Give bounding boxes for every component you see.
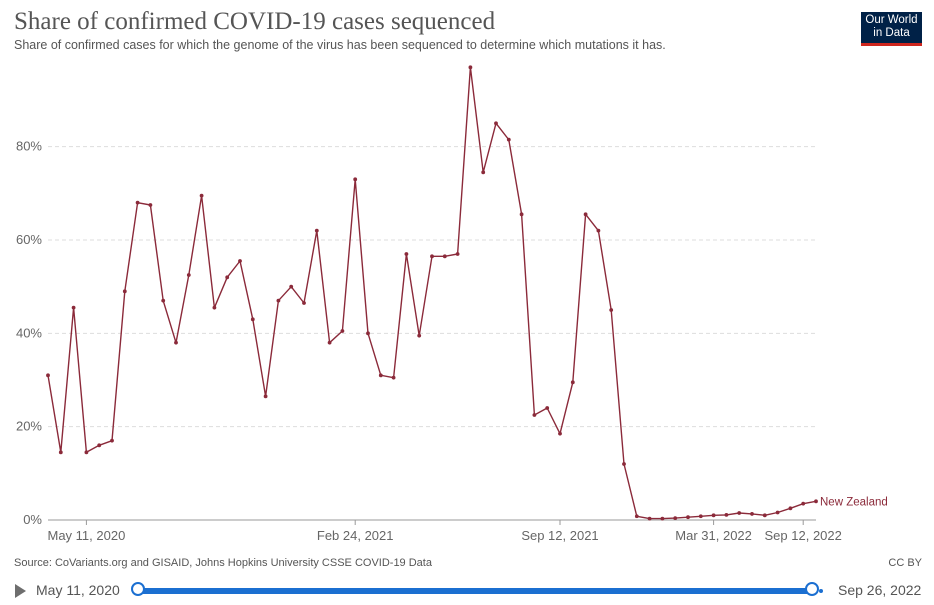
timeline-track-end [819, 589, 823, 593]
data-point [327, 340, 332, 345]
data-point [417, 333, 422, 338]
data-point [596, 228, 601, 233]
data-point [110, 438, 114, 443]
data-point [788, 506, 793, 511]
data-point [263, 394, 268, 399]
data-point [647, 516, 652, 521]
data-point [289, 284, 294, 289]
play-icon[interactable] [15, 584, 26, 598]
data-point [391, 375, 396, 380]
data-point [686, 515, 690, 520]
x-tick-label: May 11, 2020 [47, 528, 125, 543]
data-point [519, 212, 524, 217]
data-point [622, 462, 626, 466]
x-tick-label: Sep 12, 2021 [521, 528, 598, 543]
timeline-track[interactable] [138, 588, 814, 594]
series-line-new-zealand [47, 66, 817, 520]
data-point [238, 259, 242, 263]
data-point [430, 254, 434, 259]
data-point [814, 499, 818, 504]
data-point [225, 275, 230, 280]
series-label: New Zealand [820, 496, 888, 508]
data-point [148, 203, 153, 207]
y-tick-label: 60% [16, 232, 42, 247]
x-tick-label: Sep 12, 2022 [765, 528, 842, 543]
data-point [174, 340, 178, 345]
data-point [775, 510, 780, 515]
timeline-end-label: Sep 26, 2022 [838, 582, 922, 598]
data-point [532, 413, 537, 417]
data-point [442, 254, 447, 259]
data-point [494, 121, 498, 126]
data-point [71, 305, 76, 310]
data-point [481, 170, 486, 175]
data-point [122, 289, 127, 294]
data-point [46, 373, 50, 378]
logo-line-2: in Data [873, 27, 910, 39]
data-point [634, 514, 639, 519]
timeline-end-handle[interactable] [805, 582, 819, 596]
x-tick-label: Feb 24, 2021 [317, 528, 394, 543]
data-point [366, 331, 370, 336]
license-link[interactable]: CC BY [888, 557, 922, 569]
data-point [558, 431, 562, 436]
data-point [750, 512, 754, 516]
data-point [801, 501, 806, 506]
data-point [276, 298, 281, 303]
data-point [583, 212, 588, 217]
source-note[interactable]: Source: CoVariants.org and GISAID, Johns… [14, 557, 432, 569]
data-point [570, 380, 575, 385]
data-point [506, 137, 511, 142]
y-tick-label: 20% [16, 419, 42, 434]
line-chart: 0% 20% 40% 60% 80% May 11, 2020 Feb 24, 2021 Se… [16, 65, 888, 543]
data-point [314, 228, 319, 233]
data-point [468, 65, 473, 70]
timeline: May 11, 2020 Sep 26, 2022 [0, 578, 934, 604]
y-tick-label: 0% [23, 512, 42, 527]
data-point [609, 308, 614, 312]
data-point [762, 513, 767, 518]
y-tick-label: 40% [16, 325, 42, 340]
data-point [737, 511, 742, 515]
data-point [545, 406, 550, 410]
data-point [353, 177, 358, 182]
data-point [212, 305, 217, 310]
data-point [340, 329, 345, 333]
timeline-start-label: May 11, 2020 [36, 582, 120, 598]
data-point [84, 450, 89, 455]
chart-subtitle: Share of confirmed cases for which the g… [14, 38, 666, 52]
x-tick-label: Mar 31, 2022 [675, 528, 752, 543]
timeline-start-handle[interactable] [131, 582, 145, 596]
data-point [58, 450, 63, 455]
logo-line-1: Our World [865, 14, 918, 26]
data-point [673, 516, 678, 521]
data-point [378, 373, 383, 378]
data-point [724, 512, 729, 517]
data-point [302, 301, 306, 305]
data-point [97, 443, 102, 448]
data-point [455, 252, 460, 256]
data-point [711, 513, 716, 518]
chart-title: Share of confirmed COVID-19 cases sequen… [14, 8, 496, 35]
data-point [404, 252, 409, 256]
owid-logo[interactable]: Our World in Data [861, 12, 922, 46]
data-point [186, 273, 191, 277]
data-point [199, 193, 204, 198]
data-point [698, 514, 703, 519]
data-point [135, 200, 140, 205]
data-point [660, 516, 665, 521]
data-point [250, 317, 255, 322]
y-tick-label: 80% [16, 139, 42, 154]
data-point [161, 298, 166, 303]
